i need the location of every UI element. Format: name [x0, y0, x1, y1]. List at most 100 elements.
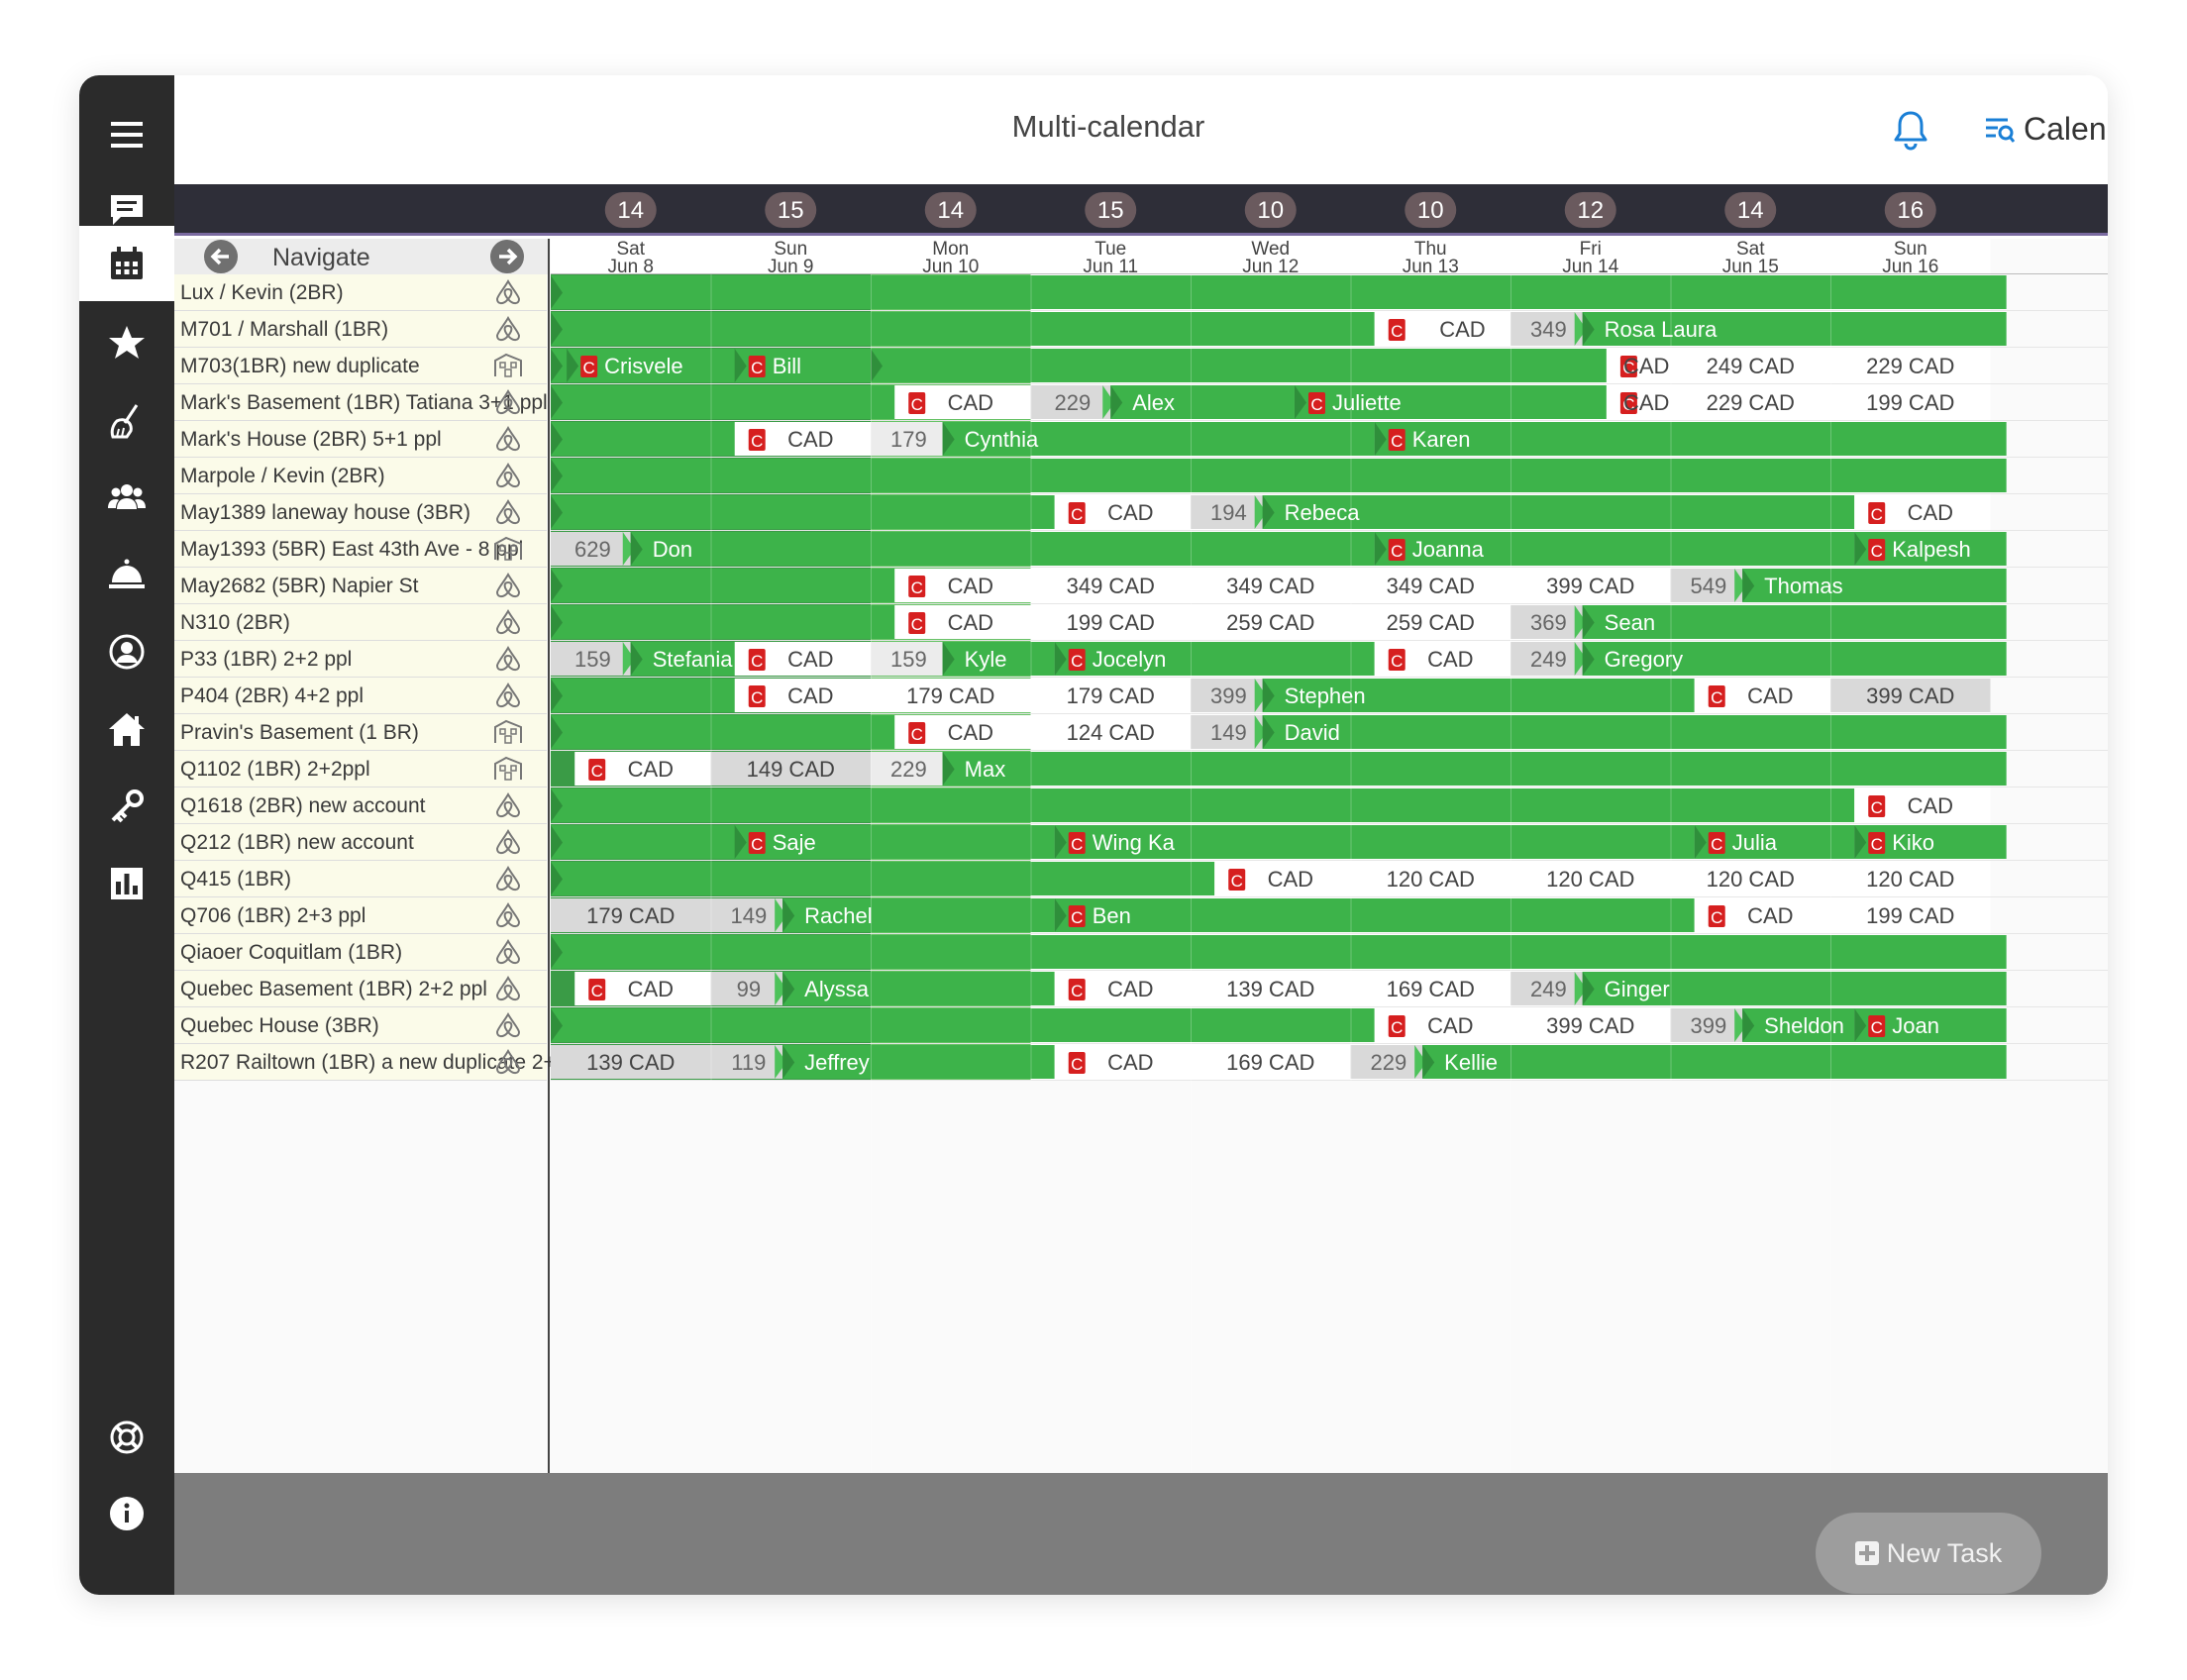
booking-bar[interactable]: C Bill [734, 349, 871, 382]
rate-cell[interactable]: 399 CAD [1830, 679, 1991, 712]
price-cell[interactable]: C CAD [894, 385, 1031, 419]
sidebar-item-chart[interactable] [79, 846, 174, 921]
rate-cell[interactable]: 159 [551, 642, 635, 676]
price-cell[interactable]: C CAD [574, 972, 711, 1005]
rate-cell[interactable]: 119 [710, 1045, 787, 1079]
booking-bar[interactable]: Sheldon [1742, 1008, 1855, 1042]
price-cell[interactable]: C CAD [1374, 312, 1535, 346]
rate-cell[interactable]: 169 CAD [1350, 972, 1511, 1005]
rate-cell[interactable]: 549 [1670, 569, 1747, 602]
rate-cell[interactable]: 120 CAD [1670, 862, 1831, 895]
price-cell[interactable]: C CAD [1214, 862, 1351, 895]
booking-bar[interactable]: C Kalpesh [1854, 532, 2007, 566]
rate-cell[interactable]: 179 [871, 422, 943, 456]
booking-bar[interactable]: C Juliette [1294, 385, 1607, 419]
rate-cell[interactable]: 399 CAD [1510, 569, 1671, 602]
booking-bar[interactable] [551, 935, 2007, 969]
listing-cell[interactable]: M701 / Marshall (1BR) [174, 311, 547, 348]
booking-bar[interactable]: Stephen [1262, 679, 1695, 712]
booking-bar[interactable] [551, 422, 735, 456]
rate-cell[interactable]: 259 CAD [1350, 605, 1511, 639]
rate-cell[interactable]: 229 CAD [1830, 349, 1991, 382]
price-cell[interactable]: C CAD [1694, 679, 1830, 712]
rate-cell[interactable]: 199 CAD [1830, 385, 1991, 419]
price-cell[interactable]: C CAD [734, 642, 871, 676]
booking-bar[interactable]: Rachel [782, 898, 1055, 932]
rate-cell[interactable]: 124 CAD [1030, 715, 1192, 749]
sidebar-item-lifebuoy[interactable] [79, 1400, 174, 1475]
rate-cell[interactable]: 229 [1030, 385, 1115, 419]
rate-cell[interactable]: 249 [1510, 642, 1587, 676]
rate-cell[interactable]: 149 CAD [710, 752, 872, 786]
sidebar-item-menu[interactable] [79, 97, 174, 172]
booking-bar[interactable]: Rosa Laura [1582, 312, 2007, 346]
sidebar-item-star[interactable] [79, 305, 174, 380]
booking-bar[interactable] [551, 569, 895, 602]
listing-cell[interactable]: Q706 (1BR) 2+3 ppl [174, 897, 547, 934]
rate-cell[interactable]: 349 [1510, 312, 1587, 346]
booking-bar[interactable]: Ginger [1582, 972, 2007, 1005]
rate-cell[interactable]: 179 CAD [551, 898, 711, 932]
booking-bar[interactable]: Rebeca [1262, 495, 1855, 529]
rate-cell[interactable]: 399 CAD [1510, 1008, 1671, 1042]
sidebar-item-broom[interactable] [79, 383, 174, 459]
price-cell[interactable]: C CAD [1854, 788, 1991, 822]
sidebar-item-calendar[interactable] [79, 226, 174, 301]
listing-cell[interactable]: Pravin's Basement (1 BR) [174, 714, 547, 751]
booking-bar[interactable]: Thomas [1742, 569, 2007, 602]
booking-bar[interactable] [551, 862, 1215, 895]
rate-cell[interactable]: 249 CAD [1670, 349, 1831, 382]
listing-cell[interactable]: Q212 (1BR) new account [174, 824, 547, 861]
booking-bar[interactable]: Sean [1582, 605, 2007, 639]
booking-bar[interactable] [551, 459, 2007, 492]
booking-bar[interactable]: C Crisvele [567, 349, 735, 382]
price-cell[interactable]: C CAD [1374, 642, 1510, 676]
sidebar-item-users[interactable] [79, 460, 174, 535]
booking-bar[interactable]: C Karen [1374, 422, 2007, 456]
booking-bar[interactable] [551, 1008, 1375, 1042]
rate-cell[interactable]: 349 CAD [1350, 569, 1511, 602]
rate-cell[interactable]: 120 CAD [1350, 862, 1511, 895]
rate-cell[interactable]: 259 CAD [1191, 605, 1351, 639]
rate-cell[interactable]: 349 CAD [1191, 569, 1351, 602]
booking-bar[interactable]: C Joanna [1374, 532, 1855, 566]
price-cell[interactable]: C CAD [894, 569, 1031, 602]
price-cell[interactable]: C CAD [734, 422, 871, 456]
rate-cell[interactable]: 120 CAD [1830, 862, 1991, 895]
booking-bar[interactable]: C Wing Ka [1054, 825, 1695, 859]
sidebar-item-key[interactable] [79, 769, 174, 844]
booking-bar[interactable]: Alex [1110, 385, 1295, 419]
listing-cell[interactable]: Marpole / Kevin (2BR) [174, 458, 547, 494]
listing-cell[interactable]: Lux / Kevin (2BR) [174, 274, 547, 311]
rate-cell[interactable]: 149 [1191, 715, 1267, 749]
listing-cell[interactable]: Q1102 (1BR) 2+2ppl [174, 751, 547, 788]
rate-cell[interactable]: 99 [710, 972, 787, 1005]
booking-bar[interactable] [551, 312, 1375, 346]
booking-bar[interactable]: Alyssa [782, 972, 1055, 1005]
booking-bar[interactable]: C Ben [1054, 898, 1695, 932]
price-cell[interactable]: C CAD [1374, 1008, 1510, 1042]
booking-bar[interactable]: C Jocelyn [1054, 642, 1375, 676]
booking-bar[interactable]: C Kiko [1854, 825, 2007, 859]
rate-cell[interactable]: 229 [871, 752, 943, 786]
rate-cell[interactable]: 399 [1670, 1008, 1747, 1042]
listing-cell[interactable]: Q1618 (2BR) new account [174, 788, 547, 824]
sidebar-item-home[interactable] [79, 692, 174, 768]
listing-cell[interactable]: P404 (2BR) 4+2 ppl [174, 678, 547, 714]
rate-cell[interactable]: 229 CAD [1670, 385, 1831, 419]
price-cell[interactable]: C CAD [894, 715, 1031, 749]
booking-bar[interactable]: Jeffrey [782, 1045, 1055, 1079]
listing-cell[interactable]: R207 Railtown (1BR) a new duplicate 2+1 … [174, 1044, 600, 1081]
listing-cell[interactable]: May1389 laneway house (3BR) [174, 494, 547, 531]
listing-cell[interactable]: Mark's Basement (1BR) Tatiana 3+1 ppl [174, 384, 548, 421]
price-cell[interactable]: C CAD [894, 605, 1031, 639]
rate-cell[interactable]: 249 [1510, 972, 1587, 1005]
rate-cell[interactable]: 369 [1510, 605, 1587, 639]
